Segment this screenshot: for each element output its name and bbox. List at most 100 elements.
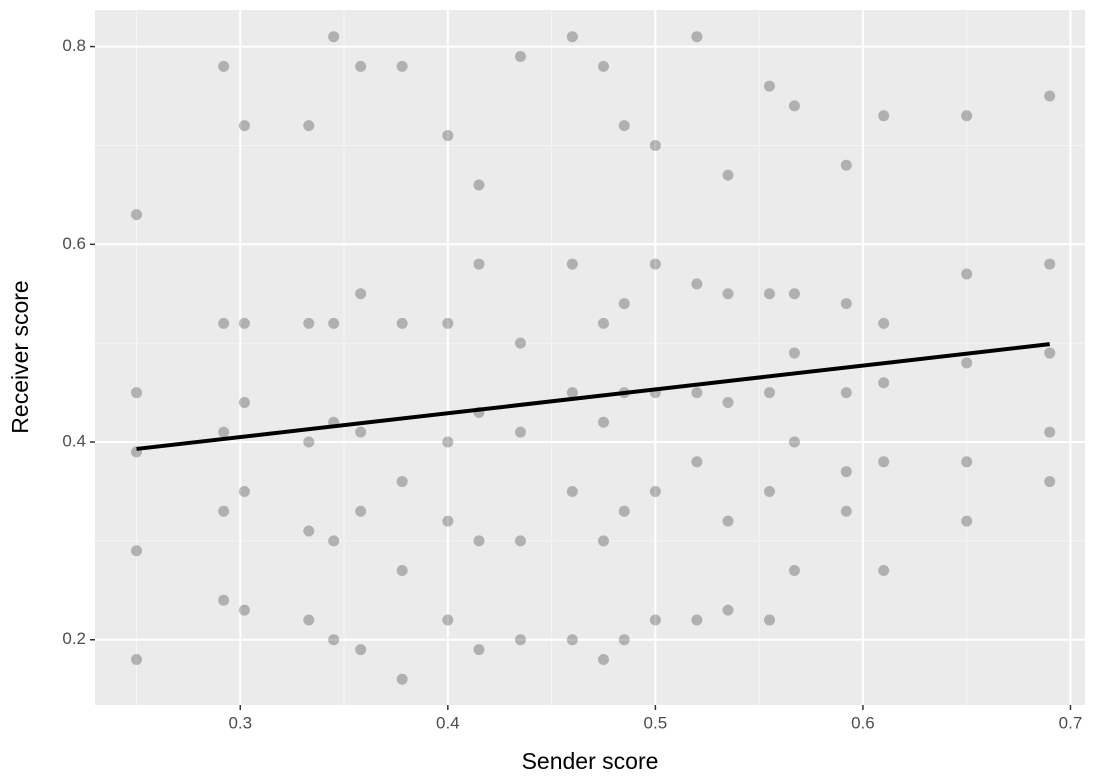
point: [396, 60, 408, 72]
point: [1044, 347, 1056, 359]
point: [218, 505, 230, 517]
point: [396, 317, 408, 329]
point: [514, 337, 526, 349]
point: [764, 614, 776, 626]
point: [691, 278, 703, 290]
point: [961, 268, 973, 280]
point: [961, 456, 973, 468]
point: [649, 258, 661, 270]
point: [878, 565, 890, 577]
point: [355, 644, 367, 656]
point: [878, 110, 890, 122]
point: [764, 288, 776, 300]
point: [303, 614, 315, 626]
point: [442, 614, 454, 626]
point: [788, 436, 800, 448]
point: [566, 634, 578, 646]
point: [597, 416, 609, 428]
point: [788, 100, 800, 112]
point: [764, 485, 776, 497]
point: [514, 426, 526, 438]
point: [514, 50, 526, 62]
point: [764, 80, 776, 92]
point: [238, 396, 250, 408]
point: [618, 505, 630, 517]
x-tick-label: 0.6: [851, 713, 875, 732]
point: [303, 317, 315, 329]
point: [691, 614, 703, 626]
point: [303, 525, 315, 537]
point: [566, 387, 578, 399]
point: [218, 317, 230, 329]
point: [840, 466, 852, 478]
point: [238, 604, 250, 616]
point: [131, 654, 143, 666]
point: [566, 485, 578, 497]
x-tick-label: 0.7: [1059, 713, 1083, 732]
x-tick-label: 0.5: [644, 713, 668, 732]
point: [131, 209, 143, 221]
point: [722, 169, 734, 181]
point: [473, 644, 485, 656]
point: [961, 110, 973, 122]
x-tick-label: 0.4: [436, 713, 460, 732]
x-tick-label: 0.3: [228, 713, 252, 732]
point: [396, 673, 408, 685]
point: [597, 317, 609, 329]
point: [442, 130, 454, 142]
point: [566, 31, 578, 43]
point: [442, 515, 454, 527]
point: [1044, 90, 1056, 102]
point: [328, 535, 340, 547]
point: [788, 288, 800, 300]
point: [218, 594, 230, 606]
point: [597, 60, 609, 72]
point: [238, 485, 250, 497]
point: [649, 485, 661, 497]
point: [218, 60, 230, 72]
point: [238, 120, 250, 132]
point: [691, 387, 703, 399]
point: [355, 60, 367, 72]
point: [840, 298, 852, 310]
point: [878, 456, 890, 468]
point: [355, 288, 367, 300]
point: [649, 139, 661, 151]
point: [442, 317, 454, 329]
y-tick-label: 0.2: [62, 629, 86, 648]
point: [238, 317, 250, 329]
point: [788, 347, 800, 359]
point: [764, 387, 776, 399]
trend-line: [136, 342, 1050, 451]
point: [618, 298, 630, 310]
point: [840, 387, 852, 399]
point: [328, 31, 340, 43]
point: [396, 476, 408, 488]
point: [840, 505, 852, 517]
point: [442, 436, 454, 448]
point: [514, 634, 526, 646]
point: [618, 634, 630, 646]
point: [355, 505, 367, 517]
point: [722, 288, 734, 300]
point: [473, 258, 485, 270]
point: [1044, 426, 1056, 438]
point: [597, 535, 609, 547]
point: [961, 357, 973, 369]
point: [514, 535, 526, 547]
point: [328, 634, 340, 646]
point: [1044, 476, 1056, 488]
y-tick-label: 0.4: [62, 432, 86, 451]
point: [1044, 258, 1056, 270]
point: [566, 258, 578, 270]
point: [597, 654, 609, 666]
point: [722, 604, 734, 616]
point: [303, 120, 315, 132]
point: [691, 31, 703, 43]
point: [961, 515, 973, 527]
y-tick-label: 0.8: [62, 36, 86, 55]
y-axis-title: Receiver score: [7, 280, 33, 433]
point: [303, 436, 315, 448]
point: [131, 545, 143, 557]
